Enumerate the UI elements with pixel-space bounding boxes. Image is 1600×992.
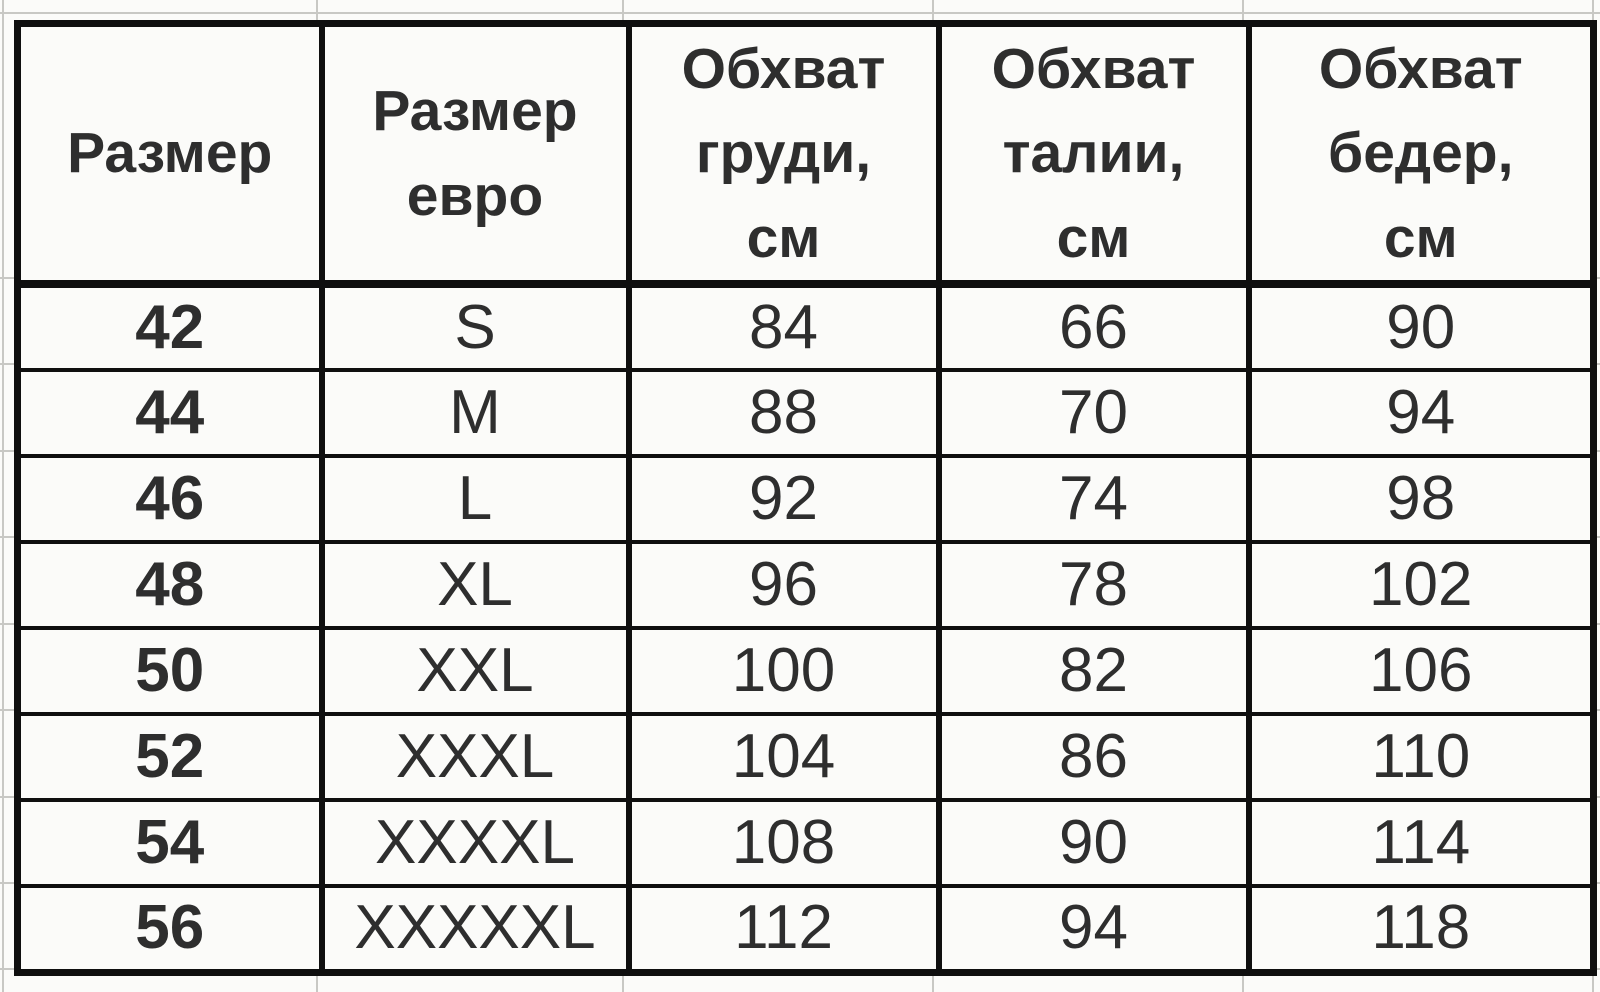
cell-chest: 112 [625,884,942,975]
cell-size-euro: XXXL [318,712,632,803]
gridline [2,0,4,992]
cell-size-euro: XXL [318,626,632,717]
table-row: 44 M 88 70 94 [14,368,1597,459]
header-waist: Обхват талии, см [935,21,1252,289]
cell-chest: 88 [625,368,942,459]
table-row: 52 XXXL 104 86 110 [14,712,1597,803]
cell-chest: 84 [625,282,942,373]
cell-waist: 70 [935,368,1252,459]
table-row: 48 XL 96 78 102 [14,540,1597,631]
cell-hips: 94 [1245,368,1597,459]
cell-waist: 78 [935,540,1252,631]
cell-hips: 102 [1245,540,1597,631]
cell-hips: 114 [1245,798,1597,889]
cell-waist: 90 [935,798,1252,889]
cell-waist: 94 [935,884,1252,975]
cell-waist: 82 [935,626,1252,717]
size-chart-table: Размер Размер евро Обхват груди, см Обхв… [14,20,1597,976]
cell-hips: 106 [1245,626,1597,717]
cell-size-euro: M [318,368,632,459]
cell-size-euro: S [318,282,632,373]
header-row: Размер Размер евро Обхват груди, см Обхв… [14,21,1597,289]
cell-hips: 118 [1245,884,1597,975]
cell-waist: 86 [935,712,1252,803]
header-chest: Обхват груди, см [625,21,942,289]
cell-size: 52 [14,712,325,803]
cell-size-euro: XXXXL [318,798,632,889]
cell-hips: 98 [1245,454,1597,545]
cell-size: 56 [14,884,325,975]
header-size-euro: Размер евро [318,21,632,289]
header-hips: Обхват бедер, см [1245,21,1597,289]
table-row: 54 XXXXL 108 90 114 [14,798,1597,889]
cell-size: 48 [14,540,325,631]
cell-hips: 90 [1245,282,1597,373]
cell-hips: 110 [1245,712,1597,803]
table-row: 42 S 84 66 90 [14,282,1597,373]
cell-chest: 100 [625,626,942,717]
table-row: 50 XXL 100 82 106 [14,626,1597,717]
cell-chest: 92 [625,454,942,545]
cell-chest: 96 [625,540,942,631]
cell-size: 44 [14,368,325,459]
table-row: 56 XXXXXL 112 94 118 [14,884,1597,975]
cell-size: 54 [14,798,325,889]
cell-size-euro: L [318,454,632,545]
sheet: Размер Размер евро Обхват груди, см Обхв… [14,20,1597,976]
cell-waist: 74 [935,454,1252,545]
cell-size: 50 [14,626,325,717]
cell-size: 42 [14,282,325,373]
cell-waist: 66 [935,282,1252,373]
header-size: Размер [14,21,325,289]
gridline [0,12,1600,14]
table-row: 46 L 92 74 98 [14,454,1597,545]
cell-size: 46 [14,454,325,545]
cell-size-euro: XXXXXL [318,884,632,975]
cell-chest: 108 [625,798,942,889]
cell-size-euro: XL [318,540,632,631]
cell-chest: 104 [625,712,942,803]
